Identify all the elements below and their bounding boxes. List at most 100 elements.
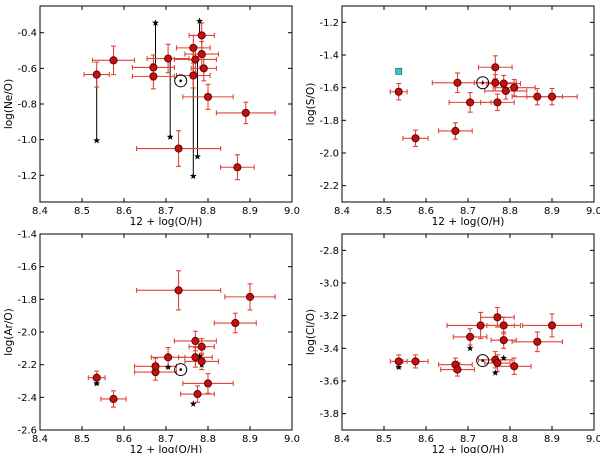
x-tick-label: 8.5 [74, 434, 90, 445]
model-star-marker [500, 354, 508, 362]
model-star-marker [395, 363, 403, 371]
data-point [241, 108, 250, 117]
panel-s-o: 8.4 8.5 8.6 8.7 8.8 8.9 9.0 -2.2 -2.0 -1.8 -1.6 -1.… [305, 5, 600, 228]
model-star-marker [93, 136, 101, 144]
y-tick-label: -3.2 [319, 311, 339, 322]
y-tick-label: -1.2 [319, 18, 339, 29]
y-tick-label: -0.6 [17, 64, 37, 75]
y-tick-label: -1.8 [319, 116, 339, 127]
data-point [189, 71, 198, 80]
data-layer [83, 17, 276, 181]
x-tick-label: 8.8 [200, 434, 216, 445]
panel-ne-o: 8.4 8.5 8.6 8.7 8.8 8.9 9.0 -1.2 -1.0 -0.8 -0.6 -0.… [3, 5, 300, 228]
data-point [149, 63, 158, 72]
solar-symbol-icon [174, 363, 188, 377]
y-tick-label: -3.8 [319, 409, 339, 420]
data-point [197, 357, 206, 366]
x-tick-label: 8.4 [334, 434, 350, 445]
x-tick-label: 8.7 [158, 434, 174, 445]
x-tick-label: 9.0 [586, 206, 600, 217]
x-tick-label: 8.8 [502, 434, 518, 445]
x-tick-label: 8.8 [502, 206, 518, 217]
data-point [92, 373, 101, 382]
x-tick-label: 8.5 [74, 206, 90, 217]
x-tick-label: 8.8 [200, 206, 216, 217]
data-point [493, 98, 502, 107]
data-point [231, 318, 240, 328]
data-point [501, 86, 510, 95]
model-star-marker [189, 172, 197, 180]
data-point [109, 394, 118, 404]
data-point [191, 55, 200, 64]
data-point [533, 92, 542, 101]
data-point [451, 126, 460, 135]
x-tick-label: 9.0 [284, 434, 300, 445]
data-point [164, 353, 173, 362]
data-point [151, 362, 160, 371]
solar-symbol-icon [476, 76, 490, 90]
data-point [203, 379, 213, 388]
x-tick-label: 8.9 [544, 434, 560, 445]
y-tick-label: -2.2 [17, 360, 37, 371]
x-tick-label: 8.4 [334, 206, 350, 217]
data-point [453, 365, 462, 374]
x-tick-label: 8.5 [376, 434, 392, 445]
data-point [499, 336, 508, 345]
x-tick-label: 8.5 [376, 206, 392, 217]
x-tick-label: 8.7 [158, 206, 174, 217]
data-point [245, 292, 255, 301]
model-star-marker [164, 363, 172, 371]
y-tick-label: -2.0 [17, 328, 37, 339]
y-tick-label: -1.8 [17, 295, 37, 306]
data-point [233, 163, 242, 172]
data-point [499, 321, 508, 330]
y-axis-label: log(Cl/O) [305, 309, 317, 355]
data-point [466, 98, 475, 107]
data-point [164, 54, 173, 63]
data-point [394, 357, 403, 366]
data-point [510, 83, 519, 92]
model-star-marker [194, 152, 201, 160]
y-tick-label: -2.0 [319, 149, 339, 160]
data-point [411, 357, 420, 366]
y-tick-label: -2.2 [319, 181, 339, 192]
data-layer [87, 270, 276, 408]
square-marker [395, 67, 403, 75]
data-point [533, 337, 542, 346]
y-tick-label: -1.0 [17, 135, 37, 146]
x-tick-label: 8.6 [116, 206, 132, 217]
panel-ar-o: 8.4 8.5 8.6 8.7 8.8 8.9 9.0 -2.6 -2.4 -2.2 -2.0 -1.… [3, 230, 300, 453]
y-tick-label: -2.8 [319, 246, 339, 257]
x-axis-label: 12 + log(O/H) [130, 216, 203, 228]
data-point [191, 353, 200, 362]
plot-frame [39, 233, 293, 431]
y-tick-label: -2.6 [17, 426, 37, 437]
y-axis-label: log(Ne/O) [3, 79, 15, 129]
data-point [109, 56, 118, 65]
model-star-marker [491, 369, 499, 376]
plot-frame [39, 5, 293, 203]
x-tick-label: 8.7 [460, 206, 476, 217]
x-tick-label: 9.0 [586, 434, 600, 445]
data-point [499, 79, 508, 88]
data-layer [389, 306, 582, 377]
y-tick-label: -1.4 [319, 51, 339, 62]
data-point [493, 313, 502, 322]
data-point [476, 321, 485, 330]
x-axis-label: 12 + log(O/H) [432, 444, 505, 453]
y-tick-label: -2.4 [17, 393, 37, 404]
data-layer [389, 55, 578, 148]
data-point [197, 50, 206, 59]
plot-frame [341, 233, 595, 431]
model-star-marker [166, 133, 174, 140]
y-axis-label: log(Ar/O) [3, 308, 15, 356]
x-tick-label: 8.6 [418, 434, 434, 445]
data-point [203, 92, 213, 101]
x-tick-label: 8.9 [242, 434, 258, 445]
data-point [193, 390, 202, 399]
panel-cl-o: 8.4 8.5 8.6 8.7 8.8 8.9 9.0 -3.8 -3.6 -3.4 -3.2 -3.… [305, 233, 600, 453]
solar-symbol-icon [174, 74, 188, 88]
y-tick-label: -1.4 [17, 230, 37, 241]
model-star-marker [189, 400, 197, 407]
